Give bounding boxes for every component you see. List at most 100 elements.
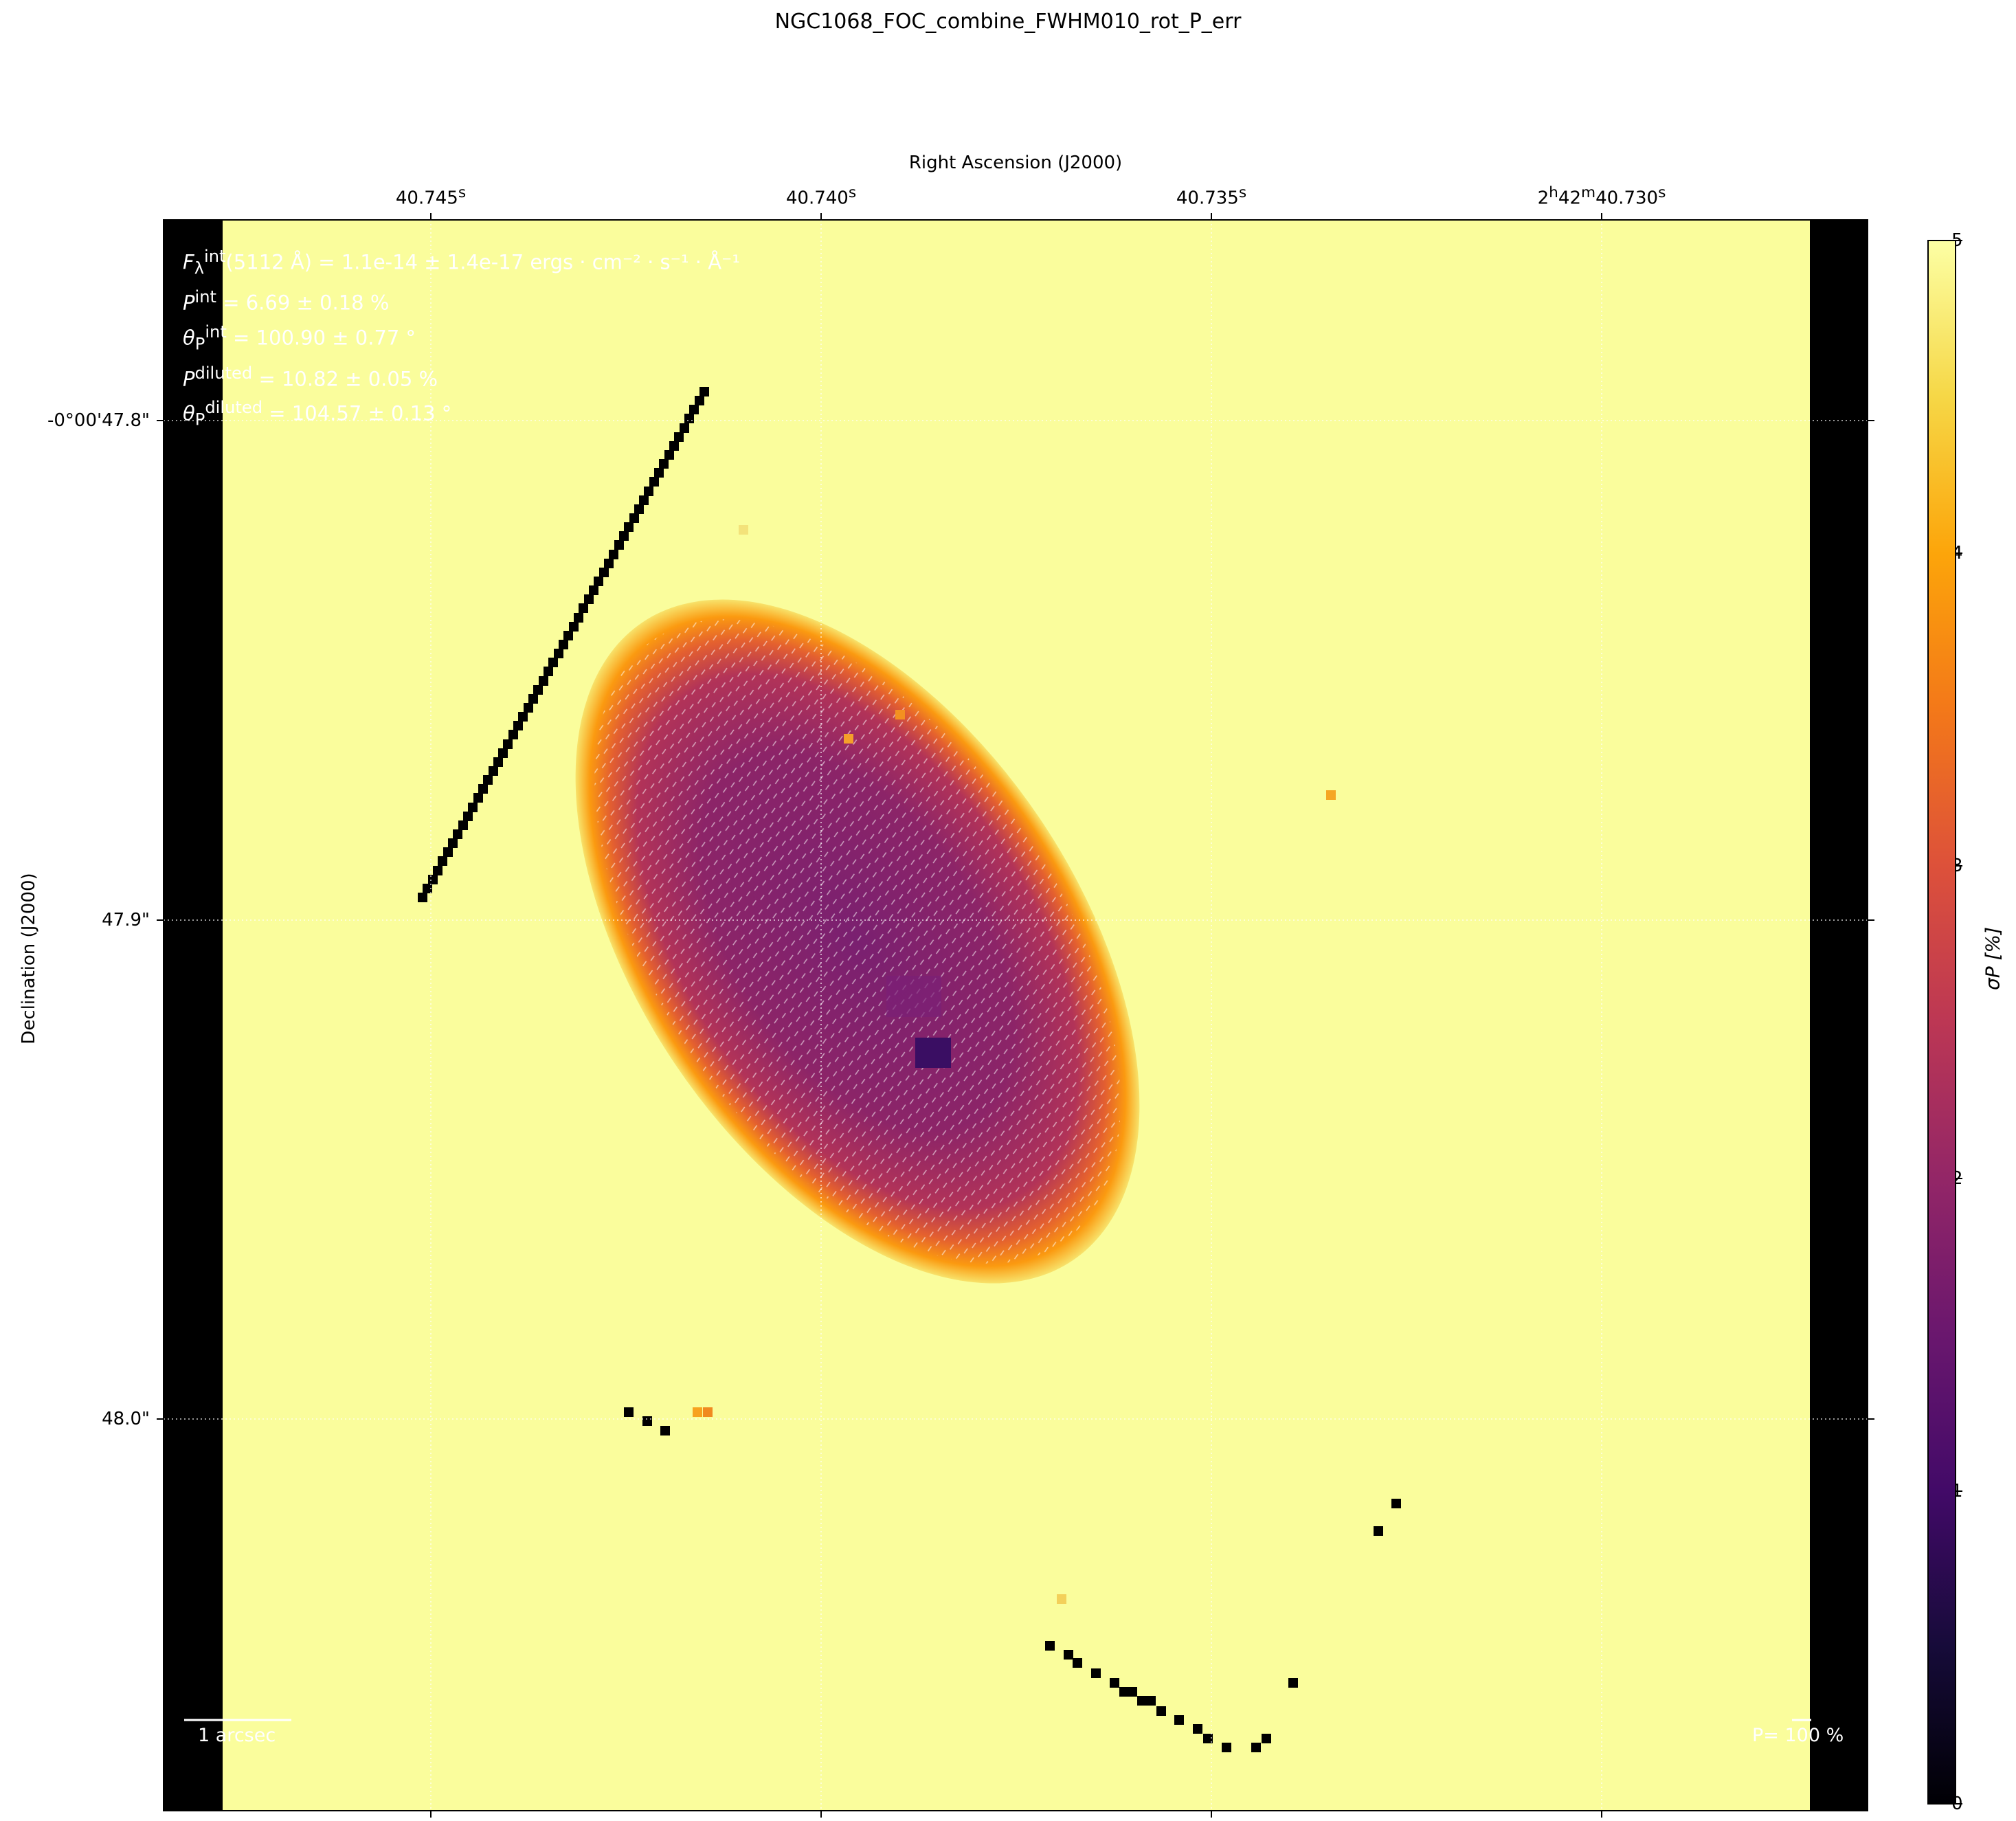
masked-pixel: [689, 405, 699, 414]
masked-pixel: [508, 730, 518, 739]
x-tick-label: 40.740s: [785, 184, 857, 209]
masked-left-band: [164, 220, 223, 1811]
masked-pixel: [589, 585, 598, 595]
masked-pixel: [634, 504, 644, 514]
masked-pixel: [453, 829, 462, 839]
x-tick-label: 2h42m40.730s: [1537, 184, 1666, 209]
masked-pixel: [703, 1407, 713, 1417]
masked-pixel: [1288, 1678, 1298, 1688]
masked-pixel: [1391, 1499, 1401, 1508]
masked-pixel: [554, 649, 563, 658]
masked-pixel: [1091, 1668, 1101, 1678]
y-tick-label: -0°00'47.8": [47, 410, 150, 431]
masked-pixel: [559, 640, 568, 649]
masked-pixel: [599, 568, 609, 577]
masked-pixel: [654, 468, 664, 478]
masked-pixel: [664, 450, 674, 460]
masked-pixel: [1222, 1743, 1231, 1752]
masked-pixel: [478, 784, 488, 794]
pol-scale-label: P= 100 %: [1752, 1725, 1844, 1746]
masked-pixel: [448, 838, 458, 848]
masked-pixel: [594, 577, 603, 586]
masked-pixel: [1128, 1687, 1137, 1697]
masked-pixel: [458, 820, 468, 830]
masked-pixel: [1045, 1641, 1055, 1651]
masked-pixel: [483, 775, 493, 785]
masked-pixel: [624, 1407, 634, 1417]
masked-pixel: [1110, 1678, 1119, 1688]
x-tick-label: 40.745s: [395, 184, 467, 209]
masked-right-band: [1810, 220, 1868, 1811]
masked-pixel: [503, 739, 513, 749]
masked-pixel: [642, 1416, 652, 1426]
masked-pixel: [428, 875, 438, 884]
masked-pixel: [493, 757, 503, 767]
masked-pixel: [468, 803, 478, 812]
masked-pixel: [443, 847, 453, 857]
masked-pixel: [539, 676, 548, 686]
masked-pixel: [669, 441, 679, 451]
masked-pixel: [695, 396, 704, 405]
masked-pixel: [574, 613, 583, 623]
masked-pixel: [659, 459, 669, 469]
masked-pixel: [699, 387, 709, 396]
masked-pixel: [513, 721, 523, 730]
masked-pixel: [518, 712, 528, 722]
masked-pixel: [423, 884, 432, 893]
masked-pixel: [844, 734, 853, 744]
masked-pixel: [473, 793, 483, 803]
grid-lines: [164, 220, 1868, 1811]
masked-pixel: [1064, 1650, 1073, 1660]
stats-annotation: Fλint(5112 Å) = 1.1e-14 ± 1.4e-17 ergs ·…: [183, 242, 740, 434]
stat-theta-diluted: θPdiluted = 104.57 ± 0.13 °: [183, 398, 452, 429]
masked-pixel: [548, 658, 558, 667]
scalebar-label: 1 arcsec: [198, 1725, 276, 1746]
masked-pixel: [438, 856, 447, 866]
polarization-error-blob: [575, 599, 1140, 1284]
masked-pixel: [1119, 1687, 1129, 1697]
stat-p-int: Pint = 6.69 ± 0.18 %: [183, 287, 390, 315]
masked-pixel: [1193, 1724, 1202, 1734]
masked-pixel: [644, 487, 653, 496]
axes-frame: [163, 219, 1868, 1811]
masked-pixel: [674, 432, 684, 442]
masked-pixel: [639, 495, 649, 505]
masked-pixel: [619, 531, 629, 541]
stat-theta-int: θPint = 100.90 ± 0.77 °: [183, 322, 416, 354]
masked-pixel: [1146, 1696, 1156, 1706]
colorbar: [1927, 240, 1956, 1805]
x-tick-label: 40.735s: [1176, 184, 1247, 209]
masked-pixel: [604, 559, 614, 568]
masked-pixel: [1057, 1594, 1066, 1604]
masked-pixel: [895, 710, 905, 719]
masked-pixel: [1203, 1734, 1213, 1743]
masked-pixel: [1251, 1743, 1261, 1752]
masked-pixel: [739, 525, 748, 535]
masked-pixel: [649, 477, 659, 487]
masked-pixel: [463, 812, 473, 821]
colorbar-tick-marks: [1956, 240, 1962, 1805]
stat-flux: Fλint(5112 Å) = 1.1e-14 ± 1.4e-17 ergs ·…: [183, 247, 740, 278]
masked-pixel: [569, 622, 579, 632]
masked-pixel: [1326, 790, 1336, 800]
masked-pixel: [1137, 1696, 1147, 1706]
masked-pixel: [609, 550, 618, 559]
y-tick-label: 47.9": [102, 910, 150, 930]
masked-pixel: [1262, 1734, 1271, 1743]
masked-pixel: [1073, 1658, 1082, 1668]
masked-pixel: [680, 423, 689, 433]
masked-pixel: [1374, 1526, 1383, 1536]
masked-pixel: [579, 603, 588, 613]
masked-pixel: [418, 893, 427, 902]
y-tick-label: 48.0": [102, 1409, 150, 1429]
masked-pixel: [544, 667, 553, 676]
chart-title: NGC1068_FOC_combine_FWHM010_rot_P_err: [774, 10, 1242, 34]
masked-pixel: [433, 866, 443, 875]
masked-pixel: [1174, 1715, 1184, 1725]
masked-pixel: [1156, 1706, 1166, 1716]
tick-marks: [157, 213, 1874, 1818]
masked-pixel: [528, 694, 538, 704]
x-axis-label: Right Ascension (J2000): [908, 153, 1123, 173]
stat-p-diluted: Pdiluted = 10.82 ± 0.05 %: [183, 363, 438, 391]
